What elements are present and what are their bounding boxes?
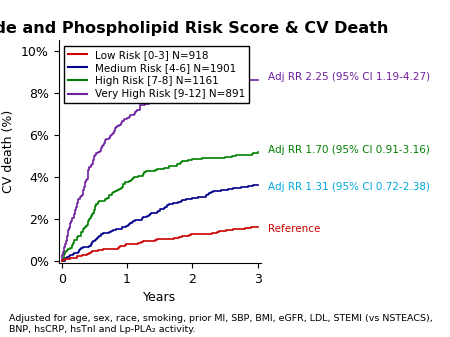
Text: Adj RR 1.31 (95% CI 0.72-2.38): Adj RR 1.31 (95% CI 0.72-2.38) [268, 182, 430, 192]
Text: Adj RR 1.70 (95% CI 0.91-3.16): Adj RR 1.70 (95% CI 0.91-3.16) [268, 145, 430, 155]
Text: Log-Rank
P < 0.001: Log-Rank P < 0.001 [184, 47, 248, 75]
Y-axis label: CV death (%): CV death (%) [2, 110, 15, 193]
Text: Adjusted for age, sex, race, smoking, prior MI, SBP, BMI, eGFR, LDL, STEMI (vs N: Adjusted for age, sex, race, smoking, pr… [9, 314, 433, 334]
Legend: Low Risk [0-3] N=918, Medium Risk [4-6] N=1901, High Risk [7-8] N=1161, Very Hig: Low Risk [0-3] N=918, Medium Risk [4-6] … [64, 45, 249, 103]
Title: Ceramide and Phospholipid Risk Score & CV Death: Ceramide and Phospholipid Risk Score & C… [0, 22, 388, 36]
X-axis label: Years: Years [143, 291, 176, 304]
Text: Adj RR 2.25 (95% CI 1.19-4.27): Adj RR 2.25 (95% CI 1.19-4.27) [268, 72, 430, 82]
Text: Reference: Reference [268, 224, 320, 234]
